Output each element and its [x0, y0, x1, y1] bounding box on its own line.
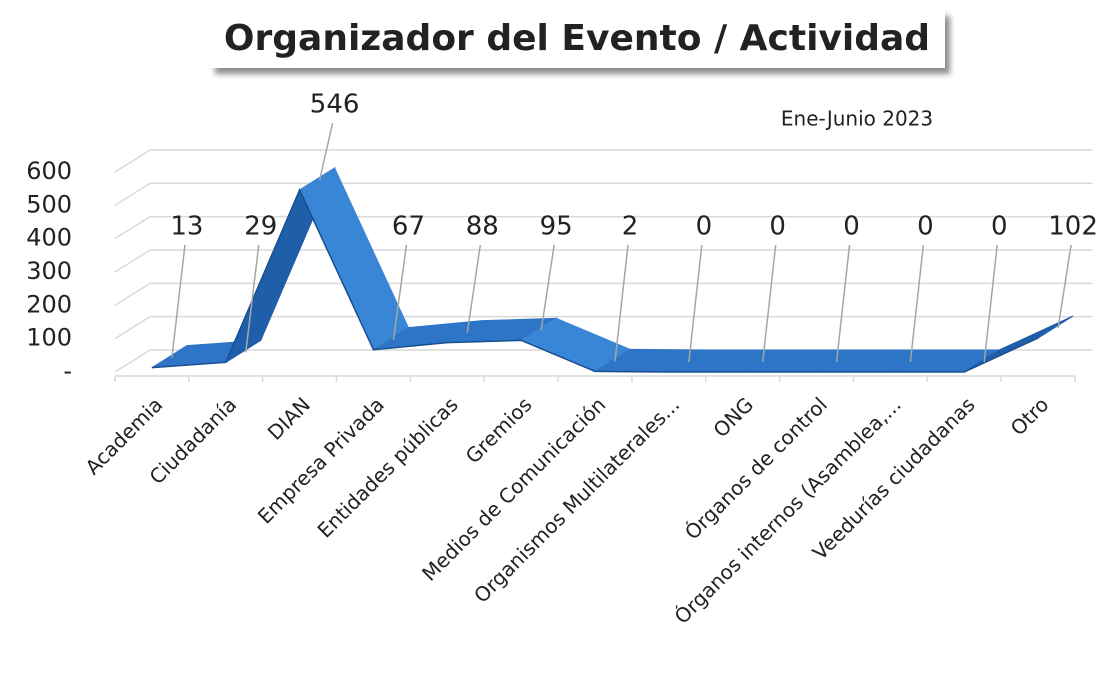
- ribbon-face: [298, 167, 410, 351]
- leader-line: [171, 244, 186, 358]
- x-tick-label: ONG: [708, 392, 758, 442]
- y-tick-label: 400: [26, 224, 72, 252]
- leader-line: [540, 244, 555, 331]
- x-tick-label: Gremios: [461, 392, 537, 468]
- grid-line: [114, 215, 1093, 240]
- data-label: 95: [540, 212, 573, 242]
- grid-line: [114, 182, 1093, 206]
- data-label: 67: [392, 212, 425, 242]
- data-label: 13: [170, 212, 203, 242]
- data-label: 0: [843, 212, 860, 242]
- x-tick-label: Otro: [1006, 392, 1054, 440]
- leader-line: [318, 122, 334, 181]
- x-tick-label: Empresa Privada: [253, 392, 389, 528]
- y-tick-label: 100: [26, 324, 72, 352]
- leader-line: [909, 244, 925, 363]
- leader-line: [466, 244, 482, 333]
- line-edge: [151, 188, 1039, 373]
- x-tick-label: Órganos de control: [680, 392, 832, 544]
- y-tick-label: -: [63, 357, 72, 385]
- grid-line: [114, 249, 1093, 273]
- subtitle: Ene-Junio 2023: [781, 107, 933, 131]
- leader-line: [835, 244, 851, 363]
- grid-line: [114, 282, 1093, 306]
- ribbon-face: [963, 315, 1074, 373]
- chart-title: Organizador del Evento / Actividad: [224, 18, 930, 59]
- data-label: 102: [1048, 212, 1098, 242]
- data-label: 0: [696, 212, 713, 242]
- data-label: 0: [991, 212, 1008, 242]
- data-label: 2: [622, 212, 639, 242]
- y-tick-label: 500: [26, 190, 72, 218]
- grid-line: [114, 149, 1093, 173]
- leader-line: [761, 244, 777, 363]
- leader-line: [688, 244, 703, 363]
- data-label: 0: [917, 212, 934, 242]
- y-tick-label: 200: [26, 290, 72, 318]
- leader-line: [245, 244, 260, 353]
- y-tick-label: 600: [26, 157, 72, 185]
- data-label: 0: [769, 212, 786, 242]
- leader-line: [1057, 244, 1072, 329]
- leader-line: [983, 244, 998, 363]
- x-tick-label: DIAN: [263, 392, 315, 444]
- grid-line: [114, 315, 1093, 340]
- leader-line: [392, 244, 408, 340]
- data-label: 546: [310, 90, 360, 120]
- x-tick-label: Entidades públicas: [313, 392, 463, 542]
- data-label: 29: [244, 212, 277, 242]
- y-tick-label: 300: [26, 257, 72, 285]
- title-box: [210, 10, 945, 68]
- data-label: 88: [466, 212, 499, 242]
- leader-line: [614, 244, 629, 362]
